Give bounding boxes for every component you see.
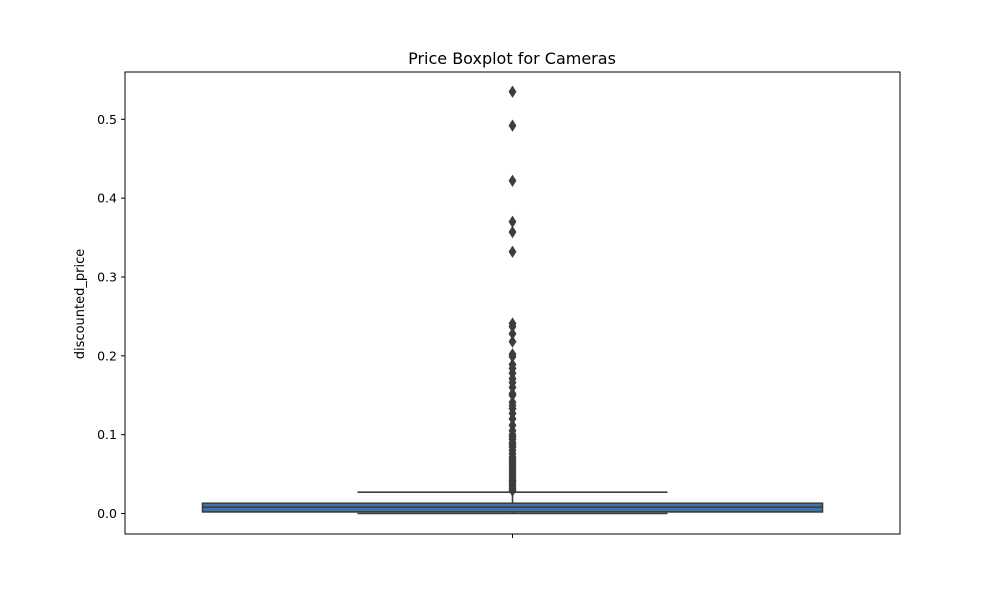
y-tick-label: 0.0 (97, 506, 117, 521)
outlier-point (508, 174, 517, 187)
outlier-point (508, 85, 517, 98)
outlier-point (508, 484, 517, 497)
outlier-point (508, 245, 517, 258)
y-tick-label: 0.2 (97, 348, 117, 363)
y-tick-label: 0.5 (97, 112, 117, 127)
y-tick-label: 0.3 (97, 269, 117, 284)
outlier-point (508, 215, 517, 228)
chart-title: Price Boxplot for Cameras (408, 49, 616, 68)
y-axis-label: discounted_price (73, 249, 88, 359)
outlier-point (508, 225, 517, 239)
outlier-point (508, 119, 517, 132)
outlier-point (508, 335, 517, 348)
y-tick-label: 0.1 (97, 427, 117, 442)
plot-area: 0.0 0.1 0.2 0.3 0.4 0.5 (97, 71, 901, 538)
y-tick-label: 0.4 (97, 191, 117, 206)
